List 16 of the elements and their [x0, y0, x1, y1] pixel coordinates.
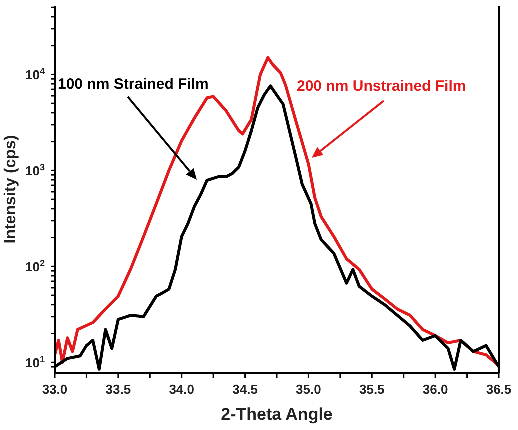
y-tick-label: 10$^{1}$: [25, 354, 45, 371]
y-axis-title: Intensity (cps): [2, 135, 20, 244]
x-tick-label: 36.5: [486, 382, 512, 397]
x-tick-label: 35.0: [296, 382, 322, 397]
x-tick-label: 34.0: [169, 382, 195, 397]
series-label: 200 nm Unstrained Film: [297, 78, 466, 95]
x-tick-label: 33.5: [106, 382, 132, 397]
x-axis-title: 2-Theta Angle: [221, 405, 333, 424]
y-tick-label: 10$^{2}$: [25, 258, 45, 275]
x-tick-label: 36.0: [422, 382, 448, 397]
y-tick-label: 10$^{4}$: [25, 66, 46, 83]
x-tick-label: 33.0: [42, 382, 68, 397]
x-tick-label: 34.5: [232, 382, 258, 397]
text: 100 nm Strained Film: [58, 76, 209, 93]
x-tick-label: 35.5: [359, 382, 385, 397]
y-tick-label: 10$^{3}$: [25, 162, 45, 179]
